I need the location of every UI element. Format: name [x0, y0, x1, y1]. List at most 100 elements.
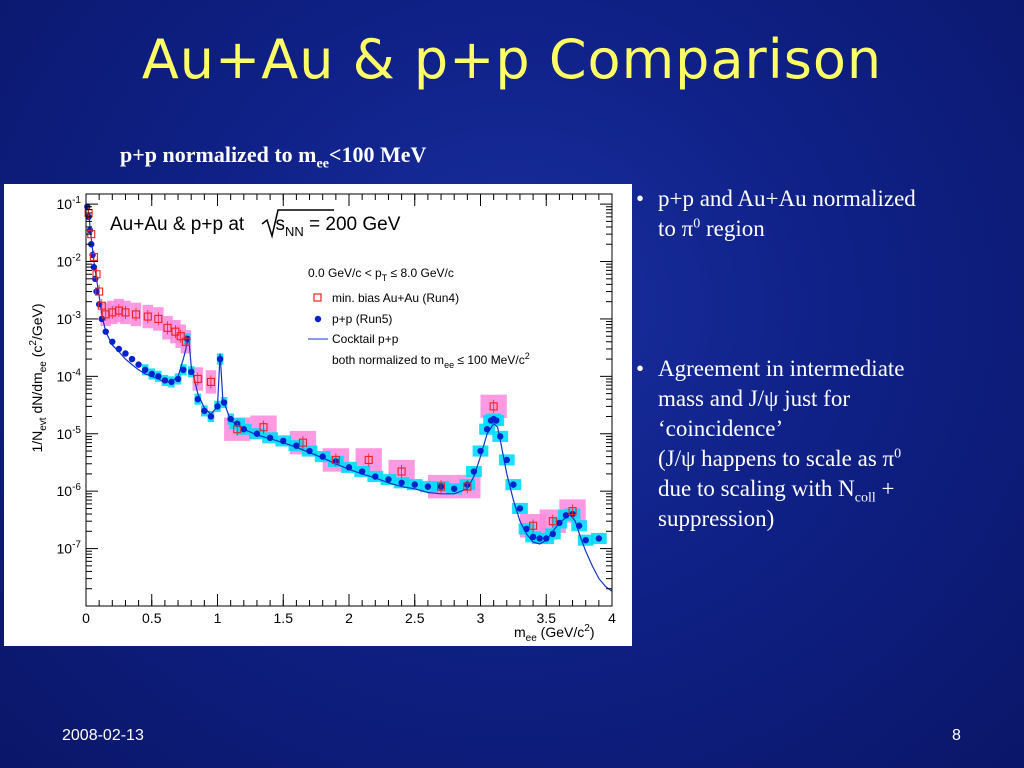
pp-point [174, 375, 182, 383]
pp-point [266, 434, 274, 442]
bullet-line: ‘coincidence’ [658, 416, 784, 441]
auau-point [568, 507, 577, 516]
y-tick-label: 10-2 [57, 253, 82, 270]
pp-point [227, 415, 234, 423]
pp-point [483, 426, 491, 433]
pp-point [220, 399, 228, 406]
pp-point [115, 345, 123, 353]
legend-auau-marker [313, 293, 322, 302]
bullet-dot-icon: • [636, 356, 645, 381]
pp-point [293, 442, 300, 449]
auau-point [259, 423, 268, 432]
pp-point [135, 361, 142, 368]
x-tick-label: 2.5 [405, 610, 425, 626]
pp-point [188, 368, 195, 376]
x-tick-label: 2 [345, 610, 353, 626]
plot-panel: 0 0.5 1 1.5 2 2.5 3 3.5 4 10-7 10-6 10-5 10-4 10-3 10-… [4, 184, 632, 646]
auau-point [154, 314, 163, 323]
x-axis-label: mee (GeV/c2) [514, 623, 595, 644]
auau-point [463, 482, 472, 491]
pp-point [556, 519, 563, 527]
pp-point [306, 447, 313, 455]
pp-point [345, 464, 353, 471]
auau-point [193, 374, 202, 384]
x-tick-label: 3 [477, 610, 485, 626]
legend-normalization-note: both normalized to mee ≤ 100 MeV/c2 [332, 351, 530, 370]
x-tick-label: 1 [214, 610, 222, 626]
pp-point [148, 370, 155, 378]
pp-point [161, 377, 169, 384]
pp-point [90, 263, 98, 271]
auau-point [171, 327, 180, 336]
pp-point [194, 395, 201, 403]
pp-point [180, 366, 187, 374]
cocktail-line [86, 204, 613, 592]
auau-point [176, 332, 185, 341]
x-tick-label: 0.5 [142, 610, 162, 626]
chart-subtitle: p+p normalized to mee<100 MeV [120, 142, 426, 172]
y-tick-label: 10-5 [57, 425, 82, 442]
pp-point [595, 535, 603, 542]
pp-point [493, 417, 500, 424]
legend-cocktail-label: Cocktail p+p [332, 332, 399, 346]
pp-point [128, 355, 136, 363]
x-tick-label: 1.5 [274, 610, 294, 626]
auau-point [298, 438, 308, 447]
pp-point [451, 485, 458, 492]
auau-point [436, 482, 446, 491]
pp-point [93, 288, 100, 295]
pp-point [122, 350, 129, 357]
pp-point [214, 403, 221, 410]
y-tick-label: 10-3 [57, 310, 82, 327]
subtitle-sub: ee [316, 156, 329, 172]
auau-point [206, 377, 215, 386]
pp-point [529, 533, 537, 541]
subtitle-main: p+p normalized to m [120, 142, 317, 167]
auau-point [131, 310, 141, 319]
auau-point [181, 337, 190, 346]
auau-point [97, 301, 106, 310]
pp-point [398, 479, 405, 486]
auau-point [397, 467, 406, 476]
pp-point [549, 530, 557, 538]
pp-point [385, 476, 392, 483]
pp-point [523, 525, 530, 533]
auau-point [364, 455, 373, 464]
pp-point [503, 456, 510, 464]
bullet-dot-icon: • [636, 186, 645, 211]
auau-point [163, 323, 172, 332]
plot-title: Au+Au & p+p at sNN = 200 GeV [110, 214, 401, 239]
bullet-line: (J/ψ happens to scale as π0 [658, 446, 902, 471]
pp-point [516, 505, 524, 512]
bullet-list: • p+p and Au+Au normalized to π0 region … [636, 184, 1016, 534]
sqrt-symbol [261, 209, 334, 239]
pp-point [470, 468, 478, 475]
pp-point [201, 407, 208, 415]
pp-point [424, 483, 432, 490]
y-tick-label: 10-1 [57, 195, 82, 212]
auau-point [121, 308, 130, 317]
legend-pp-label: p+p (Run5) [332, 312, 392, 326]
slide-title: Au+Au & p+p Comparison [141, 28, 883, 91]
pp-point [497, 433, 504, 440]
pp-point [109, 338, 116, 345]
bullet-line: p+p and Au+Au normalized [658, 186, 916, 211]
y-tick-label: 10-6 [57, 482, 82, 499]
pp-point [411, 481, 418, 488]
pt-range-annotation: 0.0 GeV/c < pT ≤ 8.0 GeV/c [308, 266, 454, 283]
pp-point [102, 328, 109, 335]
pp-point [141, 366, 149, 374]
y-tick-label: 10-4 [57, 367, 82, 384]
y-axis-label: 1/Nevt dN/dmee (c2/GeV) [28, 303, 49, 452]
bullet-line: due to scaling with Ncoll + [658, 476, 895, 506]
auau-point [331, 455, 340, 464]
bullet-line: suppression) [658, 506, 775, 531]
auau-point [92, 270, 101, 279]
auau-point [143, 312, 152, 321]
pp-point [253, 430, 261, 437]
pp-point [582, 536, 589, 544]
pp-point [240, 426, 247, 433]
pp-point [280, 437, 287, 445]
bullet-agreement: • Agreement in intermediate mass and J/ψ… [636, 354, 1016, 534]
mass-spectrum-chart: 0 0.5 1 1.5 2 2.5 3 3.5 4 10-7 10-6 10-5 10-4 10-3 10-… [4, 184, 632, 646]
